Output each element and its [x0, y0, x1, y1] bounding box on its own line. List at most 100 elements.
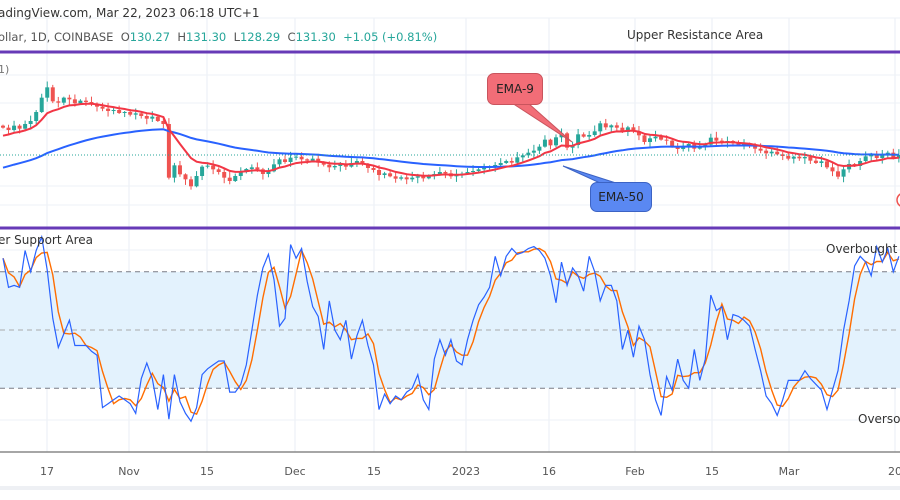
candle-body — [426, 175, 431, 179]
ema50-line — [2, 128, 899, 169]
candle-body — [61, 97, 66, 103]
candle-body — [598, 123, 603, 132]
candle-body — [847, 164, 852, 170]
time-axis-label: 15 — [705, 465, 719, 478]
candle-body — [786, 156, 791, 159]
candle-body — [294, 156, 299, 158]
time-axis-label: Dec — [284, 465, 306, 478]
candles — [1, 81, 900, 190]
open-value: 130.27 — [129, 30, 171, 44]
candle-body — [83, 100, 88, 102]
candle-body — [509, 161, 514, 163]
ema9-callout[interactable]: EMA-9 — [487, 73, 543, 105]
candle-body — [227, 177, 232, 181]
candle-body — [393, 176, 398, 179]
candle-body — [216, 169, 221, 172]
candle-body — [95, 104, 100, 107]
candle-body — [365, 164, 370, 168]
candle-body — [775, 151, 780, 155]
candle-body — [531, 150, 536, 153]
candle-body — [133, 113, 138, 115]
candle-body — [437, 172, 442, 174]
candle-body — [255, 167, 260, 170]
indicator-legend[interactable]: 1) — [0, 63, 10, 76]
candle-body — [78, 100, 83, 104]
candle-body — [410, 177, 415, 180]
candle-body — [233, 176, 238, 181]
ema50-callout-pointer — [562, 165, 617, 184]
candle-body — [504, 161, 509, 163]
candle-body — [769, 151, 774, 154]
candle-body — [17, 125, 22, 129]
open-label: O — [120, 30, 130, 44]
candle-body — [150, 116, 155, 119]
candle-body — [211, 165, 216, 170]
candle-body — [421, 176, 426, 179]
candle-body — [863, 156, 868, 161]
candle-body — [128, 112, 133, 115]
ema50-callout[interactable]: EMA-50 — [590, 182, 652, 212]
candle-body — [327, 164, 332, 168]
candle-body — [338, 164, 343, 166]
time-axis-label: Feb — [625, 465, 645, 478]
candle-body — [708, 137, 713, 145]
symbol-name[interactable]: ollar, 1D, COINBASE — [0, 30, 114, 44]
candle-body — [166, 124, 171, 178]
scrollbar-track[interactable] — [0, 486, 900, 490]
candle-body — [34, 112, 39, 121]
candle-body — [117, 110, 122, 113]
candle-body — [714, 137, 719, 141]
candle-body — [642, 135, 647, 142]
candle-body — [72, 99, 77, 104]
candle-body — [482, 168, 487, 170]
candle-body — [288, 157, 293, 162]
ema9-callout-pointer — [510, 102, 573, 143]
low-label: L — [233, 30, 240, 44]
candle-body — [664, 139, 669, 141]
candle-body — [443, 172, 448, 174]
candle-body — [415, 176, 420, 178]
candle-body — [625, 127, 630, 132]
candle-body — [310, 158, 315, 161]
alert-icon[interactable] — [896, 193, 900, 207]
candle-body — [205, 165, 210, 167]
candle-body — [653, 136, 658, 139]
candle-body — [382, 173, 387, 175]
close-label: C — [287, 30, 296, 44]
candle-body — [404, 177, 409, 180]
candle-body — [200, 166, 205, 176]
candle-body — [824, 161, 829, 168]
candle-body — [122, 112, 127, 113]
time-axis-label: 2023 — [452, 465, 480, 478]
watermark-header: adingView.com, Mar 22, 2023 06:18 UTC+1 — [0, 6, 260, 20]
candle-body — [841, 169, 846, 177]
close-value: 131.30 — [295, 30, 336, 44]
candle-body — [189, 179, 194, 187]
candle-body — [836, 171, 841, 177]
candle-body — [614, 125, 619, 128]
candle-body — [476, 169, 481, 171]
candle-body — [144, 116, 149, 119]
candle-body — [266, 171, 271, 174]
overbought-label: Overbought R — [826, 242, 900, 256]
oversold-label: Oversol — [858, 412, 900, 426]
low-value: 128.29 — [239, 30, 281, 44]
candle-body — [354, 161, 359, 163]
candle-body — [565, 133, 570, 148]
candle-body — [648, 138, 653, 142]
candle-body — [172, 165, 177, 178]
candle-body — [271, 164, 276, 172]
candle-body — [106, 108, 111, 111]
lower-support-label: er Support Area — [0, 233, 93, 247]
time-axis-label: 15 — [367, 465, 381, 478]
candle-body — [377, 170, 382, 175]
candle-body — [609, 125, 614, 128]
stoch-d-line — [2, 247, 900, 415]
candle-body — [554, 137, 558, 146]
candle-body — [537, 146, 542, 151]
candle-body — [471, 171, 476, 172]
candle-body — [758, 148, 763, 151]
candle-body — [399, 177, 404, 179]
candle-body — [587, 135, 592, 137]
